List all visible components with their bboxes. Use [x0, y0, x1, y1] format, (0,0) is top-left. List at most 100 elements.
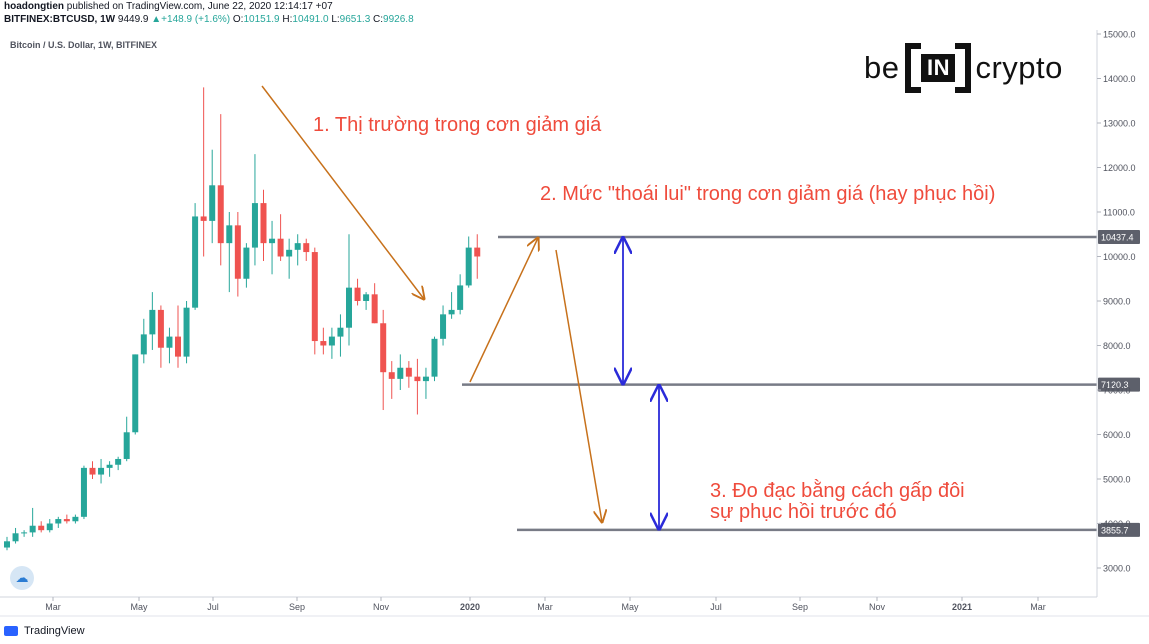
axes: 3000.0 4000.0 5000.0 6000.0 7000.0 8000.0 9000…	[0, 30, 1149, 617]
publisher-name[interactable]: hoadongtien	[4, 1, 64, 12]
change-value: +148.9 (+1.6%)	[161, 14, 231, 25]
y-tick-label: 6000.0	[1103, 430, 1131, 440]
symbol-label: BITFINEX:BTCUSD, 1W	[4, 14, 116, 25]
candle-down	[38, 525, 45, 531]
candle-down	[63, 519, 70, 522]
candle-up	[106, 464, 113, 468]
close-label: C:	[373, 14, 384, 25]
last-price: 9449.9	[117, 14, 149, 25]
logo-bracket-icon: IN	[905, 42, 972, 93]
y-tick-label: 7000.0	[1103, 386, 1131, 396]
trend-arrow	[261, 85, 424, 299]
open-value: 10151.9	[243, 14, 280, 25]
candle-down	[380, 323, 387, 373]
annotation-3-line1: 3. Đo đạc bằng cách gấp đôi	[710, 480, 965, 502]
candle-up	[269, 238, 276, 244]
x-tick-label: Mar	[537, 602, 553, 612]
arrows	[261, 85, 659, 529]
x-tick-label: 2020	[460, 602, 480, 612]
x-tick-label: Sep	[289, 602, 305, 612]
candle-down	[414, 376, 421, 382]
x-tick-label: May	[130, 602, 148, 612]
candle-up	[12, 533, 19, 542]
candle-down	[371, 294, 378, 324]
beincrypto-logo: be IN crypto	[864, 40, 1063, 95]
low-label: L:	[331, 14, 340, 25]
x-tick-label: Jul	[710, 602, 722, 612]
y-tick-label: 13000.0	[1103, 119, 1136, 129]
open-label: O:	[232, 14, 244, 25]
close-value: 9926.8	[383, 14, 414, 25]
candles	[4, 87, 481, 551]
candle-down	[388, 372, 395, 379]
tradingview-cloud-icon[interactable]: ☁	[10, 566, 34, 590]
y-tick-label: 12000.0	[1103, 163, 1136, 173]
x-tick-label: May	[621, 602, 639, 612]
publish-line: hoadongtien published on TradingView.com…	[4, 1, 333, 12]
candle-up	[55, 519, 62, 524]
candle-up	[226, 225, 233, 244]
y-tick-label: 9000.0	[1103, 297, 1131, 307]
candle-up	[431, 338, 438, 377]
level-price-tag	[1098, 522, 1140, 537]
horizontal-levels: 10437.4 7120.3 3855.7	[462, 230, 1140, 537]
candle-down	[354, 287, 361, 301]
footer-brand[interactable]: TradingView	[24, 625, 85, 637]
level-price-label: 7120.3	[1101, 380, 1129, 390]
candle-up	[166, 336, 173, 348]
footer: TradingView	[4, 625, 85, 637]
x-tick-label: 2021	[952, 602, 972, 612]
x-tick-label: Jul	[207, 602, 219, 612]
candle-up	[397, 367, 404, 379]
annotation-3-line2: sự phục hồi trước đó	[710, 501, 897, 523]
level-price-label: 3855.7	[1101, 525, 1129, 535]
candle-up	[4, 541, 10, 548]
tradingview-logo-icon	[4, 626, 18, 636]
y-tick-label: 10000.0	[1103, 252, 1136, 262]
candle-down	[320, 341, 327, 346]
candle-up	[422, 376, 429, 382]
candle-up	[251, 203, 258, 248]
candle-up	[149, 309, 156, 335]
x-tick-label: Nov	[869, 602, 886, 612]
candle-up	[328, 336, 335, 346]
candle-up	[286, 249, 293, 257]
candle-up	[123, 432, 130, 459]
candle-down	[89, 467, 96, 475]
high-label: H:	[282, 14, 293, 25]
candle-up	[457, 285, 464, 310]
low-value: 9651.3	[339, 14, 371, 25]
candle-up	[209, 185, 216, 221]
candle-down	[175, 336, 181, 357]
candle-down	[311, 252, 318, 342]
logo-be: be	[864, 49, 900, 85]
candle-up	[140, 334, 147, 355]
y-tick-label: 4000.0	[1103, 519, 1131, 529]
annotation-2: 2. Mức "thoái lui" trong cơn giảm giá (h…	[540, 183, 996, 205]
candle-up	[98, 467, 105, 475]
x-tick-label: Mar	[45, 602, 61, 612]
x-tick-label: Mar	[1030, 602, 1046, 612]
y-tick-label: 15000.0	[1103, 30, 1136, 40]
y-tick-label: 3000.0	[1103, 564, 1131, 574]
candle-up	[337, 327, 344, 337]
change-up-icon: ▲	[151, 14, 162, 25]
candle-up	[465, 247, 472, 286]
candle-up	[363, 294, 370, 301]
candle-up	[440, 314, 447, 339]
candle-up	[448, 309, 455, 315]
candle-up	[72, 516, 79, 522]
candle-up	[132, 354, 139, 433]
candle-down	[260, 203, 267, 244]
candle-down	[405, 367, 412, 377]
candle-down	[474, 247, 481, 257]
candle-down	[217, 185, 224, 244]
candle-down	[303, 243, 310, 253]
candle-down	[234, 225, 241, 279]
level-price-label: 10437.4	[1101, 233, 1134, 243]
candle-up	[80, 467, 87, 517]
high-value: 10491.0	[292, 14, 329, 25]
x-tick-label: Nov	[373, 602, 390, 612]
